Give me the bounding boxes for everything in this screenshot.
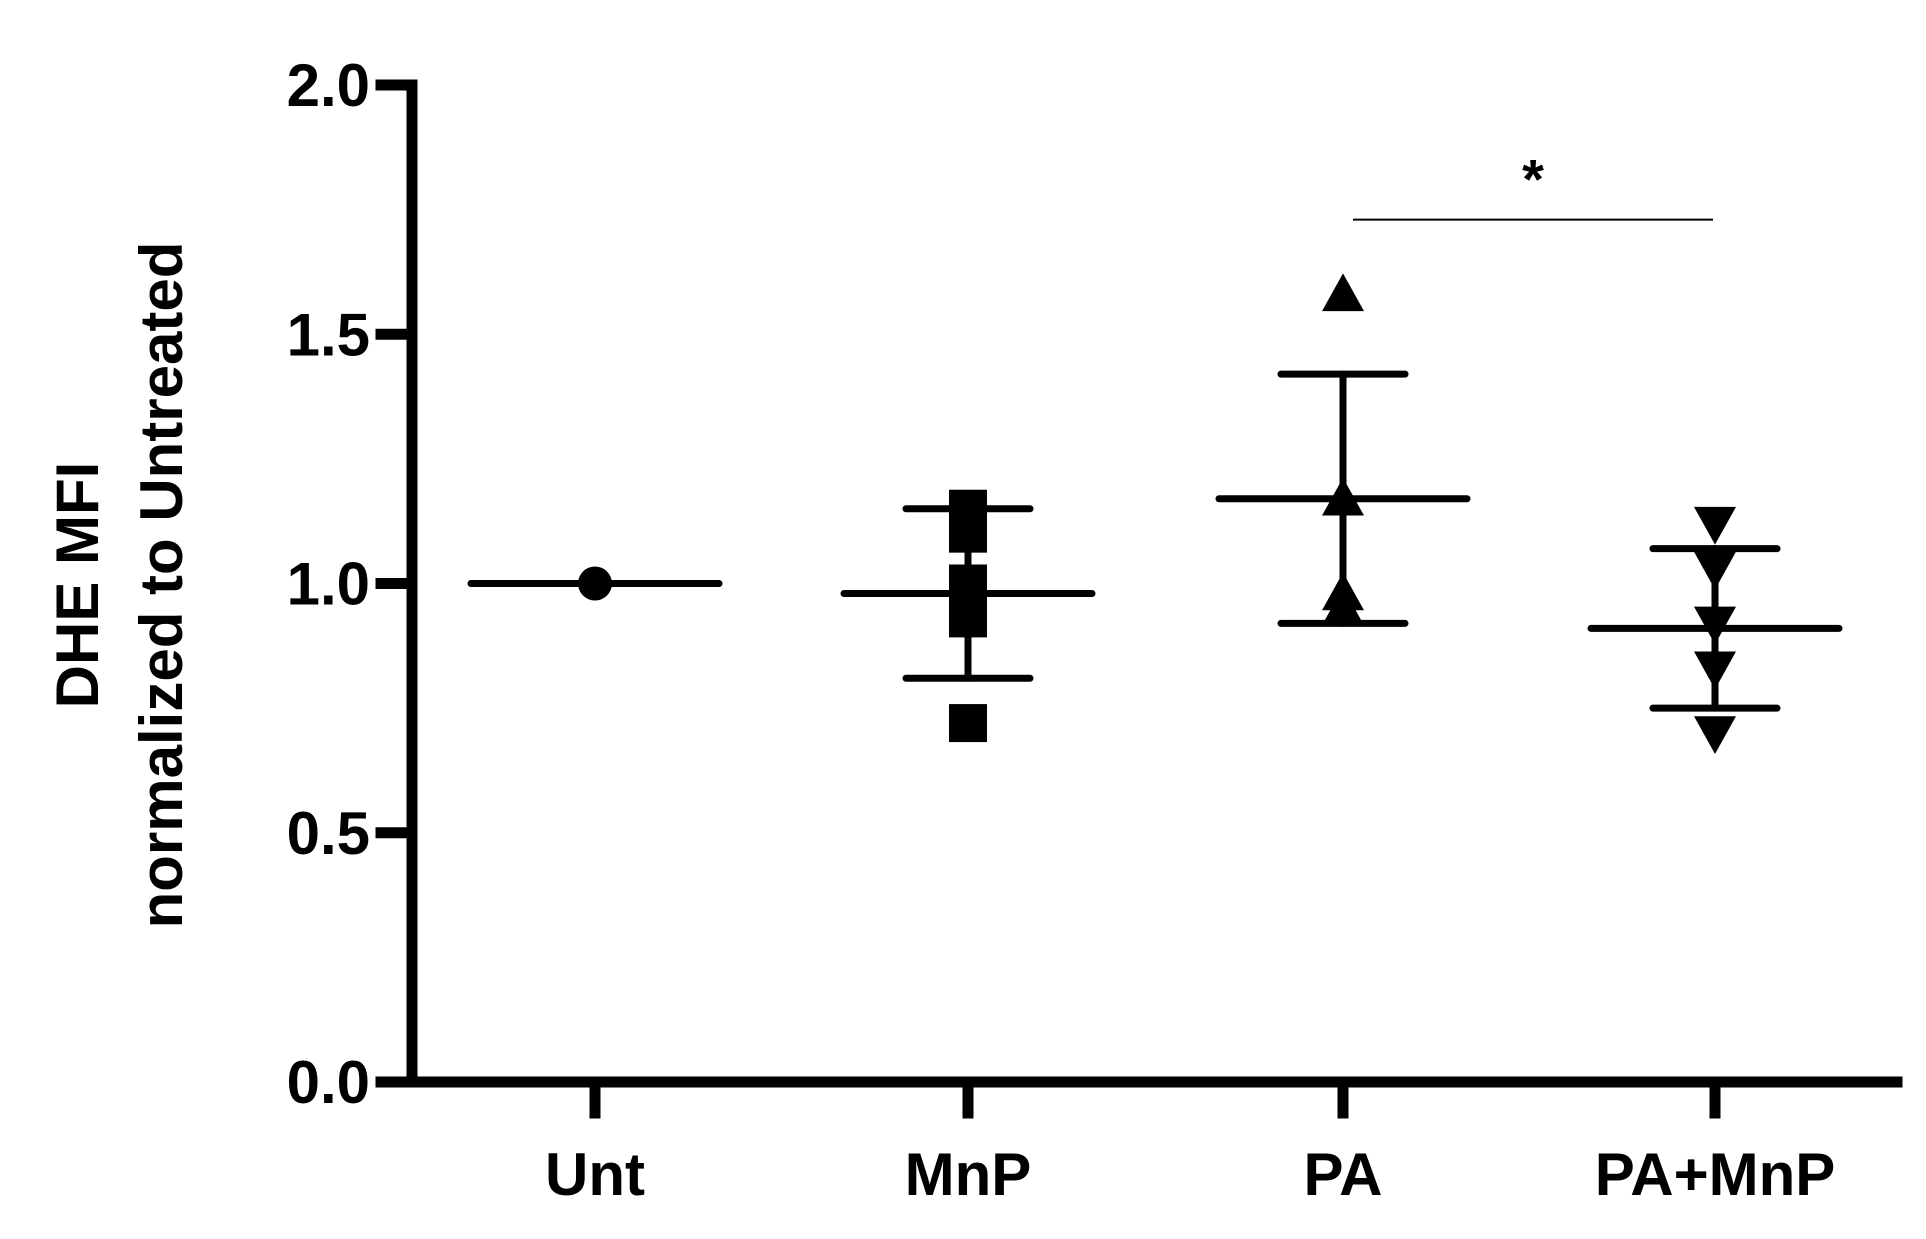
data-point-triangle-down bbox=[1694, 551, 1736, 590]
y-axis-label-line-2: normalized to Untreated bbox=[128, 242, 195, 929]
series-unt bbox=[467, 566, 723, 601]
data-point-square bbox=[949, 564, 987, 603]
series-mnp bbox=[840, 489, 1096, 743]
data-point-triangle-down bbox=[1694, 606, 1736, 645]
y-ticks: 0.0 0.5 1.0 1.5 2.0 bbox=[287, 52, 418, 1116]
data-point-triangle-down bbox=[1694, 506, 1736, 545]
data-series bbox=[467, 273, 1843, 755]
series-pa bbox=[1215, 273, 1471, 627]
x-tick-label: PA+MnP bbox=[1595, 1141, 1836, 1208]
x-ticks: Unt MnP PA PA+MnP bbox=[545, 1076, 1836, 1208]
data-point-square bbox=[949, 704, 987, 743]
y-axis-label-line-1: DHE MFI bbox=[44, 462, 111, 709]
y-tick-label: 0.5 bbox=[287, 800, 370, 867]
data-point-circle bbox=[578, 566, 612, 601]
series-pa-mnp bbox=[1587, 506, 1843, 755]
data-point-triangle-up bbox=[1322, 587, 1364, 626]
data-point-square bbox=[949, 599, 987, 638]
x-tick-label: MnP bbox=[905, 1141, 1032, 1208]
annotations: * bbox=[1353, 148, 1713, 221]
x-tick-label: Unt bbox=[545, 1141, 645, 1208]
significance-star: * bbox=[1522, 148, 1544, 211]
data-point-triangle-up bbox=[1322, 273, 1364, 312]
data-point-square bbox=[949, 514, 987, 553]
y-tick-label: 0.0 bbox=[287, 1049, 370, 1116]
data-point-triangle-down bbox=[1694, 651, 1736, 690]
x-tick-label: PA bbox=[1304, 1141, 1383, 1208]
data-point-triangle-down bbox=[1694, 716, 1736, 755]
y-tick-label: 2.0 bbox=[287, 52, 370, 119]
data-point-triangle-up bbox=[1322, 477, 1364, 516]
y-tick-label: 1.0 bbox=[287, 551, 370, 618]
y-tick-label: 1.5 bbox=[287, 301, 370, 368]
